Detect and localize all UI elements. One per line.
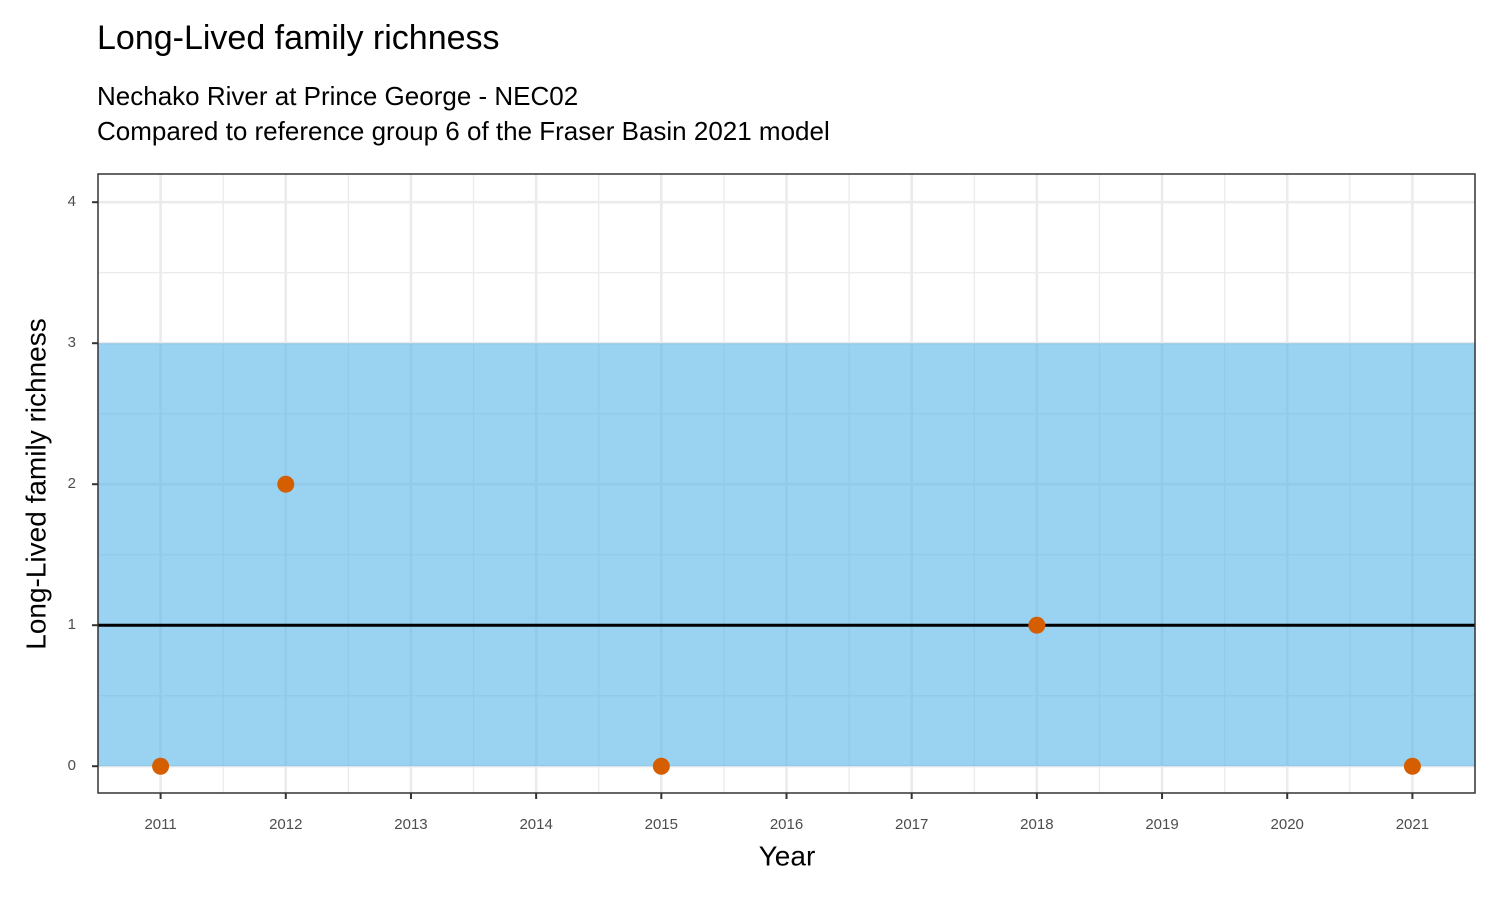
x-tick-label: 2011 [144, 816, 176, 833]
x-axis-title: Year [759, 840, 816, 871]
y-axis-title: Long-Lived family richness [20, 318, 51, 650]
data-point [277, 475, 295, 493]
x-tick-label: 2015 [645, 816, 678, 833]
x-tick-label: 2018 [1020, 816, 1053, 833]
chart-subtitle: Nechako River at Prince George - NEC02 [97, 81, 578, 111]
y-tick-label: 3 [68, 334, 76, 351]
x-tick-label: 2013 [394, 816, 427, 833]
y-tick-label: 4 [68, 193, 76, 210]
chart-title: Long-Lived family richness [97, 19, 500, 57]
x-tick-label: 2017 [895, 816, 928, 833]
y-tick-label: 2 [68, 475, 76, 492]
x-tick-label: 2012 [269, 816, 302, 833]
data-point [152, 757, 170, 775]
x-tick-label: 2021 [1396, 816, 1429, 833]
data-point [1028, 616, 1046, 634]
reference-range [98, 343, 1475, 767]
x-tick-label: 2020 [1271, 816, 1304, 833]
data-point [652, 757, 670, 775]
chart-subtitle: Compared to reference group 6 of the Fra… [97, 116, 830, 146]
x-tick-label: 2014 [519, 816, 552, 833]
y-tick-label: 1 [68, 616, 76, 633]
x-tick-label: 2016 [770, 816, 803, 833]
x-tick-label: 2019 [1145, 816, 1178, 833]
y-tick-label: 0 [68, 757, 76, 774]
data-point [1403, 757, 1421, 775]
